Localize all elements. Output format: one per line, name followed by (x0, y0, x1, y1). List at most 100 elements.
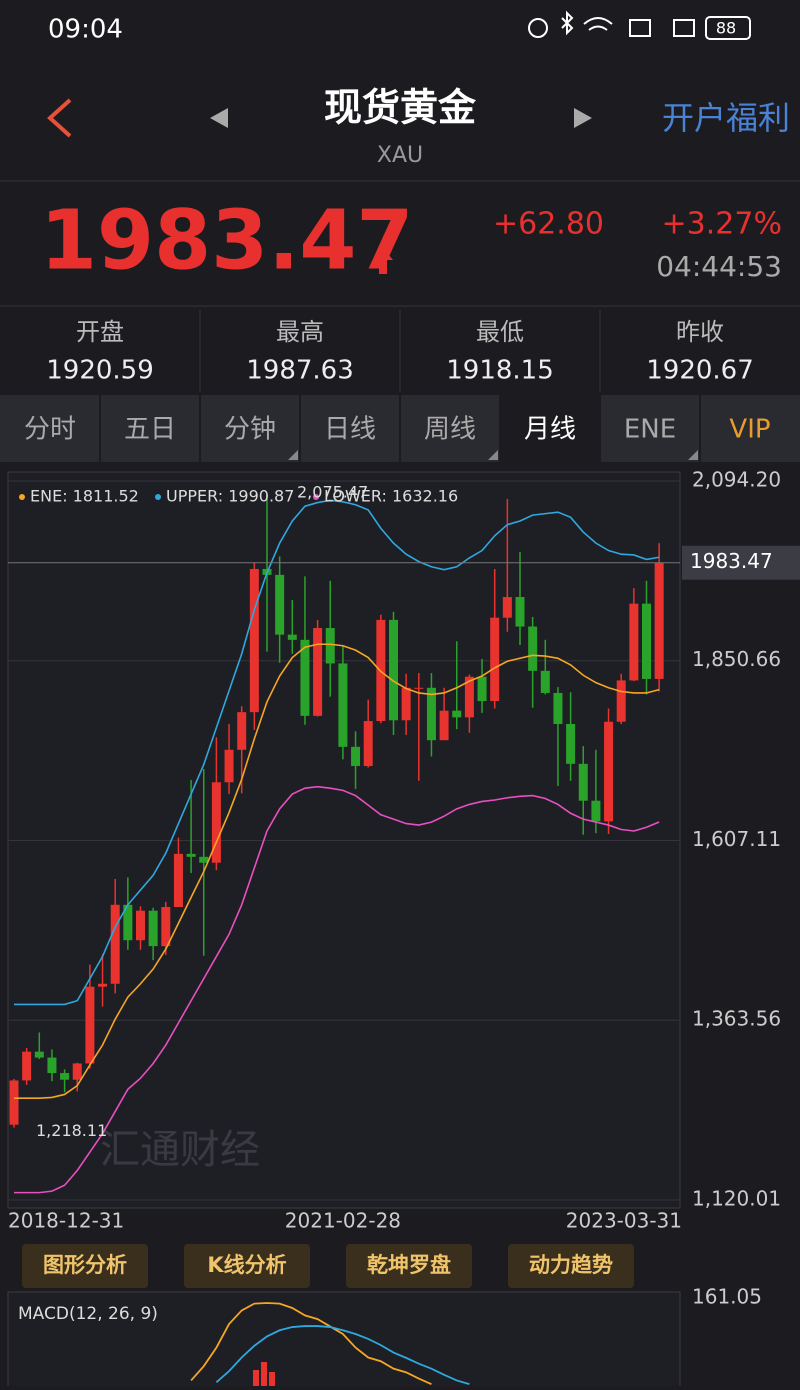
tool-button[interactable] (346, 1244, 472, 1288)
candle-body (275, 574, 285, 635)
legend-label: UPPER: 1990.87 (166, 487, 294, 506)
prev-button[interactable] (210, 108, 228, 128)
legend-label: ENE: 1811.52 (30, 487, 139, 506)
candle-body (98, 983, 108, 987)
candle-body (414, 687, 424, 689)
tab[interactable]: VIP (729, 415, 770, 445)
candle-body (22, 1051, 32, 1081)
stat-value: 1920.67 (646, 356, 754, 386)
stat-value: 1920.59 (46, 356, 154, 386)
candle-body (452, 710, 462, 718)
next-button[interactable] (574, 108, 592, 128)
tab[interactable]: 五日 (124, 415, 176, 445)
candle-body (616, 680, 626, 722)
candle-body (123, 904, 133, 941)
candle-body (464, 676, 474, 718)
last-price-label: 1983.47 (690, 549, 773, 573)
candle-body (540, 670, 550, 693)
candle-body (161, 907, 171, 947)
candle-body (426, 687, 436, 741)
candle-body (338, 663, 348, 747)
legend-dot (19, 494, 25, 500)
battery-level: 88 (716, 19, 736, 38)
change: +62.80 (493, 207, 604, 242)
price: 1983.47 (40, 193, 413, 288)
tab-selected (500, 395, 600, 462)
stat-label: 开盘 (76, 318, 124, 346)
tab[interactable]: 分钟 (224, 415, 276, 445)
tab-corner (688, 450, 698, 460)
y-tick-label: 1,607.11 (692, 827, 781, 851)
tool-label: 图形分析 (43, 1253, 127, 1277)
subtitle: XAU (377, 143, 423, 168)
candle-body (515, 597, 525, 627)
indicator-line (14, 643, 660, 1099)
main-chart: 汇通财经 2,094.20 1,850.66 1,607.11 1,363.56 1,12… (8, 468, 800, 1233)
candle-body (553, 692, 563, 724)
candle-body (148, 910, 158, 947)
candle-body (363, 721, 373, 767)
macd-line (215, 1325, 470, 1386)
candle-body (502, 597, 512, 618)
tools: 图形分析 K线分析 乾坤罗盘 动力趋势 (22, 1244, 634, 1288)
back-button[interactable] (47, 98, 72, 138)
y-tick-label: 2,094.20 (692, 468, 781, 492)
candle-body (389, 619, 398, 721)
tool-button[interactable] (184, 1244, 310, 1288)
candle-body (186, 853, 196, 857)
status-time: 09:04 (48, 15, 123, 45)
candle-body (566, 723, 576, 764)
tool-button[interactable] (508, 1244, 634, 1288)
candle-body (47, 1057, 57, 1074)
candle-body (72, 1063, 82, 1080)
legend-dot (313, 494, 319, 500)
last-price-box (682, 545, 800, 580)
x-tick-label: 2021-02-28 (285, 1209, 401, 1233)
status-icons (528, 10, 751, 40)
change-pct: +3.27% (662, 207, 782, 242)
candle-body (528, 626, 538, 671)
y-tick-label: 161.05 (692, 1285, 762, 1309)
candle-body (34, 1051, 44, 1058)
tabs: 分时 五日 分钟 日线 周线 月线 ENE VIP (24, 395, 771, 462)
candle-body (85, 986, 95, 1064)
tool-button[interactable] (22, 1244, 148, 1288)
y-tick-label: 1,363.56 (692, 1007, 781, 1031)
macd-title: MACD(12, 26, 9) (18, 1304, 158, 1324)
min-label: 1,218.11 (36, 1121, 107, 1140)
candle-body (199, 856, 209, 863)
legend-dot (155, 494, 161, 500)
candle-body (173, 853, 183, 908)
candle-body (249, 568, 259, 713)
x-tick-label: 2023-03-31 (566, 1209, 682, 1233)
tab[interactable]: ENE (624, 415, 676, 445)
candle-body (313, 628, 323, 716)
stat-value: 1918.15 (446, 356, 554, 386)
candle-body (642, 603, 651, 679)
tool-label: K线分析 (207, 1253, 286, 1277)
indicator-line (14, 499, 660, 1006)
stat-label: 昨收 (676, 318, 724, 346)
candle-body (136, 910, 145, 941)
tab[interactable]: 分时 (24, 415, 76, 445)
x-tick-label: 2018-12-31 (8, 1209, 124, 1233)
stat-label: 最高 (276, 318, 324, 346)
quote-time: 04:44:53 (656, 250, 782, 283)
candle-body (591, 800, 601, 822)
stat-value: 1987.63 (246, 356, 354, 386)
tab-corner (488, 450, 498, 460)
candle-body (9, 1080, 19, 1125)
macd-line (190, 1302, 432, 1385)
candle-body (401, 687, 411, 721)
macd-bar-decor (253, 1370, 259, 1386)
candle-body (439, 710, 449, 741)
open-account[interactable]: 开户福利 (662, 99, 790, 137)
tab[interactable]: 月线 (524, 415, 576, 445)
candle-body (287, 634, 297, 640)
tab[interactable]: 日线 (324, 415, 376, 445)
tab-corner (288, 450, 298, 460)
tab[interactable]: 周线 (424, 415, 476, 445)
macd-chart: MACD(12, 26, 9) 161.05 (18, 1285, 762, 1386)
